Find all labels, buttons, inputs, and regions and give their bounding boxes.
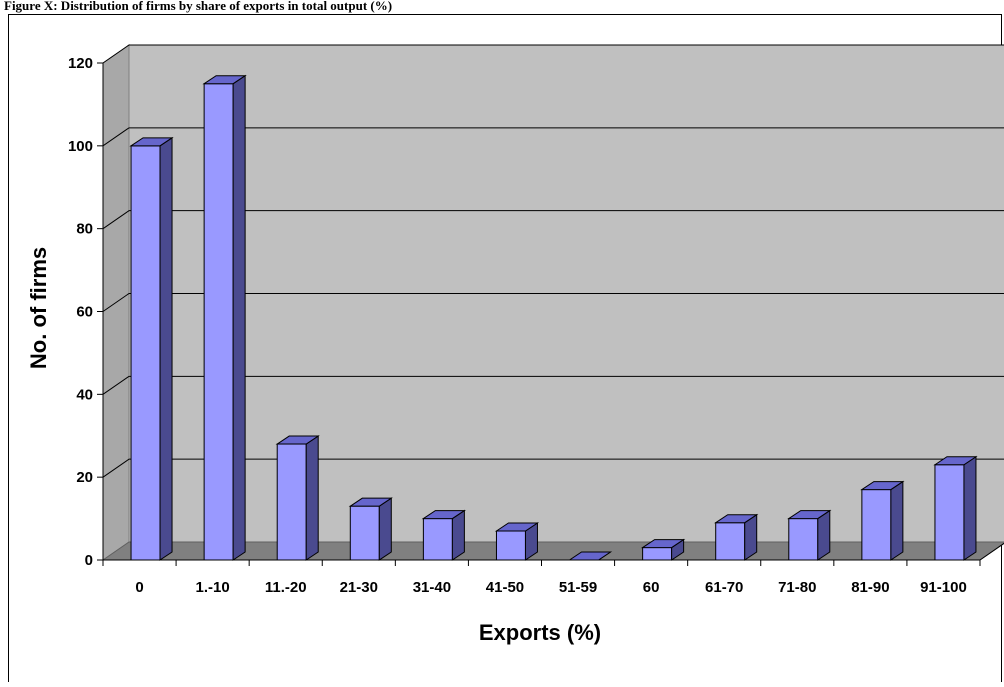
x-tick-labels: 0 1.-10 11.-20 21-30 31-40 41-50 51-59 60 61-70 7… bbox=[135, 579, 966, 596]
x-tick-label: 60 bbox=[643, 579, 660, 596]
bar-side bbox=[451, 509, 465, 561]
bar-top bbox=[421, 510, 467, 520]
x-tick-label: 31-40 bbox=[413, 579, 451, 596]
bar-front bbox=[422, 518, 453, 561]
x-tick-label: 11.-20 bbox=[265, 579, 307, 596]
x-tick-label: 71-80 bbox=[778, 579, 816, 596]
gridline bbox=[102, 458, 1004, 478]
bar bbox=[494, 522, 540, 561]
gridline bbox=[102, 293, 1004, 312]
x-axis-title: Exports (%) bbox=[479, 620, 601, 645]
y-tick-label: 80 bbox=[76, 221, 93, 238]
bar-front bbox=[495, 530, 526, 561]
bar-top bbox=[129, 137, 174, 147]
x-tick-label: 91-100 bbox=[920, 579, 967, 596]
bars bbox=[129, 74, 978, 561]
y-tick-label: 40 bbox=[76, 386, 93, 403]
bar-side bbox=[159, 136, 173, 561]
bar-side bbox=[817, 509, 831, 561]
bar-top bbox=[567, 551, 613, 561]
bar-top bbox=[787, 510, 832, 520]
bar bbox=[275, 435, 320, 561]
bar bbox=[129, 136, 174, 561]
bar-side bbox=[963, 455, 977, 561]
bar-top bbox=[494, 522, 540, 532]
bar bbox=[348, 497, 393, 561]
gridline bbox=[102, 127, 1004, 147]
floor-edge bbox=[979, 542, 1004, 561]
bar bbox=[567, 551, 613, 561]
bar-front bbox=[788, 518, 819, 561]
bar bbox=[714, 513, 759, 561]
x-tick-label: 1.-10 bbox=[196, 579, 230, 596]
bar bbox=[787, 509, 832, 561]
bar-top bbox=[714, 514, 759, 524]
bar-front bbox=[130, 145, 161, 561]
bar-side bbox=[232, 74, 246, 561]
y-tick-label: 100 bbox=[68, 138, 93, 155]
bar bbox=[640, 538, 686, 561]
bar-front bbox=[861, 489, 892, 561]
bar-side bbox=[890, 480, 904, 561]
x-tick-label: 41-50 bbox=[486, 579, 524, 596]
y-tick-label: 60 bbox=[76, 304, 93, 321]
gridlines bbox=[102, 44, 1004, 478]
bar-front bbox=[642, 547, 673, 561]
x-tick-label: 0 bbox=[135, 579, 143, 596]
bar-top bbox=[933, 456, 978, 466]
bar bbox=[421, 509, 467, 561]
bar-top bbox=[348, 497, 393, 507]
bar-front bbox=[276, 443, 307, 561]
x-tick-label: 21-30 bbox=[340, 579, 378, 596]
bar bbox=[933, 455, 978, 561]
x-tick-label: 51-59 bbox=[559, 579, 597, 596]
y-axis-title: No. of firms bbox=[26, 247, 51, 369]
bar bbox=[202, 74, 247, 561]
bar-top bbox=[860, 481, 905, 491]
bar-front bbox=[349, 505, 380, 561]
bar-top bbox=[202, 75, 247, 85]
y-tick-label: 120 bbox=[68, 55, 93, 72]
bar-top bbox=[275, 435, 320, 445]
bar-front bbox=[934, 464, 965, 561]
y-tick-label: 0 bbox=[85, 552, 93, 569]
bar bbox=[860, 480, 905, 561]
bar-front bbox=[715, 522, 746, 561]
x-tick-label: 81-90 bbox=[851, 579, 889, 596]
y-tick-label: 20 bbox=[76, 469, 93, 486]
gridline bbox=[102, 44, 1004, 64]
gridline bbox=[102, 375, 1004, 395]
bar-top bbox=[640, 539, 686, 549]
gridline bbox=[102, 210, 1004, 230]
x-tick-label: 61-70 bbox=[705, 579, 743, 596]
bar-side bbox=[378, 497, 392, 561]
bar-side bbox=[305, 435, 319, 561]
y-tick-labels: 0 20 40 60 80 100 120 bbox=[68, 55, 93, 569]
figure-caption: Figure X: Distribution of firms by share… bbox=[4, 0, 393, 13]
axes bbox=[97, 62, 1004, 566]
bar-front bbox=[203, 83, 234, 561]
